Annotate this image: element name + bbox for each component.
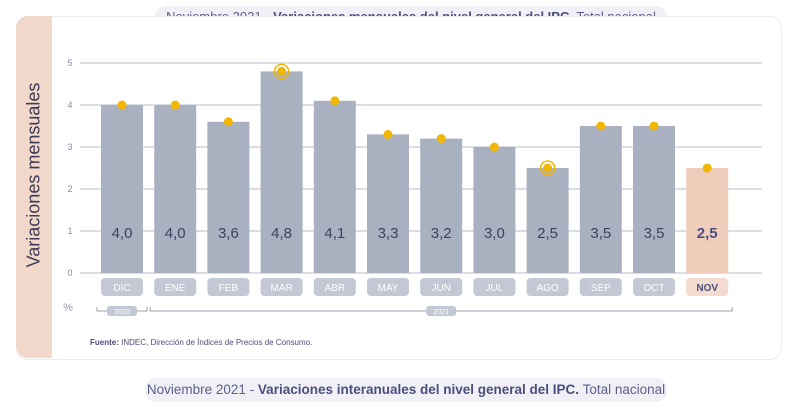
next-chart-title: Noviembre 2021 - Variaciones interanuale… [145, 378, 667, 402]
category-pill [154, 278, 197, 296]
x-tick-label: MAY [378, 283, 399, 294]
category-pill [420, 278, 463, 296]
x-tick-label: FEB [219, 283, 239, 294]
data-point [436, 134, 446, 144]
y-axis-tab [16, 16, 52, 358]
data-point [223, 117, 233, 127]
marker-ring [539, 160, 556, 176]
category-pill [101, 278, 143, 296]
data-point [649, 121, 659, 131]
next-title-prefix: Noviembre 2021 - [146, 382, 258, 397]
category-pill [367, 278, 409, 296]
x-tick-label: ABR [325, 283, 346, 294]
bar [101, 105, 143, 273]
next-title-main: Variaciones interanuales del nivel gener… [257, 382, 580, 397]
data-point [277, 66, 287, 76]
y-tick-label: 2 [67, 184, 72, 194]
data-point [596, 121, 606, 131]
unit-label: % [63, 302, 73, 314]
x-tick-label: JUN [431, 283, 450, 294]
category-pill [260, 278, 303, 296]
year-pill [426, 306, 457, 316]
bar [686, 168, 729, 273]
bar-value-label: 3,5 [590, 225, 611, 242]
source-note: Fuente: INDEC, Dirección de Índices de P… [90, 338, 312, 347]
bar [260, 71, 303, 274]
data-point [383, 129, 393, 139]
x-tick-label: NOV [696, 283, 718, 294]
bar [207, 121, 250, 273]
data-point [330, 96, 340, 106]
y-tick-label: 4 [67, 100, 72, 110]
year-pill [107, 306, 137, 316]
bar-value-label: 3,6 [218, 225, 239, 242]
bar-value-label: 2,5 [537, 225, 558, 242]
data-point [543, 163, 553, 173]
category-pill [633, 278, 675, 296]
bar-value-label: 3,2 [431, 225, 452, 242]
x-tick-label: AGO [536, 283, 558, 294]
y-tick-label: 0 [67, 268, 72, 278]
bar-value-label: 3,5 [644, 225, 665, 242]
bar [420, 138, 463, 273]
bar [579, 126, 622, 273]
bar-value-label: 4,0 [165, 225, 186, 242]
data-point [702, 163, 712, 173]
y-tick-label: 1 [67, 226, 72, 236]
category-pill [526, 278, 569, 296]
year-label: 2020 [114, 309, 130, 316]
next-title-suffix: Total nacional [579, 382, 666, 397]
bar [154, 105, 197, 273]
data-point [170, 100, 180, 110]
x-tick-label: JUL [486, 283, 504, 294]
source-text: INDEC, Dirección de Índices de Precios d… [118, 338, 313, 347]
x-tick-label: SEP [591, 283, 611, 294]
category-pill [686, 278, 729, 296]
bar-value-label: 3,3 [378, 225, 399, 242]
category-pill [473, 278, 516, 296]
category-pill [207, 278, 250, 296]
category-pill [313, 278, 356, 296]
marker-ring [273, 63, 290, 80]
data-point [489, 142, 499, 152]
bar [473, 147, 516, 273]
source-label: Fuente: [90, 338, 119, 347]
bar-value-label: 4,0 [112, 225, 133, 242]
bar [367, 134, 409, 273]
bar-value-label: 4,1 [324, 225, 345, 242]
bar-value-label: 3,0 [484, 225, 505, 242]
x-tick-label: DIC [113, 283, 130, 294]
category-pill [579, 278, 622, 296]
y-tick-label: 3 [67, 142, 72, 152]
y-tick-label: 5 [67, 58, 72, 68]
x-tick-label: MAR [270, 283, 292, 294]
bar [313, 100, 356, 273]
bar-value-label: 2,5 [697, 225, 718, 242]
data-point [117, 100, 127, 110]
bar [526, 168, 569, 273]
x-tick-label: ENE [165, 283, 186, 294]
x-tick-label: OCT [643, 283, 664, 294]
bar [633, 126, 675, 273]
year-label: 2021 [433, 309, 449, 316]
bar-value-label: 4,8 [271, 225, 292, 242]
